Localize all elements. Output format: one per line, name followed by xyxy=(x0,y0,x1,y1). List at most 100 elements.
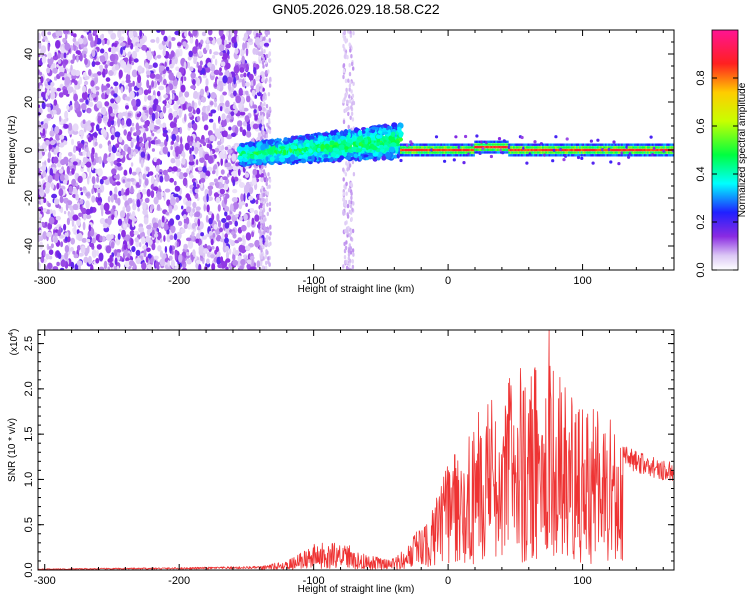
spectrogram-cell xyxy=(233,90,237,97)
spectrogram-cell xyxy=(206,258,210,265)
spectrogram-cell xyxy=(98,266,105,270)
spectrogram-cell xyxy=(269,156,275,162)
spectrogram-cell xyxy=(82,186,87,191)
spectrogram-cell xyxy=(99,64,104,73)
spectrogram-cell xyxy=(112,103,118,110)
spectrogram-cell xyxy=(244,90,249,96)
spectrogram-cell xyxy=(213,178,218,183)
spectrogram-cell xyxy=(186,168,190,175)
spectrogram-cell xyxy=(248,195,254,201)
spectrogram-cell xyxy=(71,218,75,227)
spectrogram-cell xyxy=(250,79,254,86)
spectrogram-cell xyxy=(175,158,181,167)
spectrogram-cell xyxy=(100,128,107,135)
spectrogram-cell xyxy=(268,201,272,207)
spectrogram-cell xyxy=(95,124,100,132)
spectrogram-cell xyxy=(261,164,264,170)
spectrogram-cell xyxy=(125,118,132,127)
spectrogram-cell xyxy=(376,142,380,147)
spectrogram-cell xyxy=(313,151,318,156)
spectrogram-cell xyxy=(206,143,210,148)
spectrogram-cell xyxy=(162,146,169,155)
spectrogram-cell xyxy=(146,79,150,89)
spectrogram-cell xyxy=(475,134,479,138)
spectrogram-cell xyxy=(99,217,106,225)
spectrogram-cell xyxy=(136,113,141,118)
spectrogram-cell xyxy=(304,139,310,144)
spectrogram-cell xyxy=(133,230,139,236)
spectrogram-cell xyxy=(104,179,110,186)
spectrogram-cell xyxy=(192,201,197,209)
spectrogram-cell xyxy=(101,92,106,100)
spectrogram-cell xyxy=(78,252,84,257)
spectrogram-cell xyxy=(217,263,223,269)
spectrogram-cell xyxy=(56,182,60,190)
spectrogram-cell xyxy=(262,57,265,62)
spectrogram-cell xyxy=(144,62,149,69)
spectrogram-cell xyxy=(159,65,165,71)
spectrogram-cell xyxy=(91,176,96,185)
spectrogram-cell xyxy=(89,206,94,214)
spectrogram-cell xyxy=(49,130,55,137)
spectrogram-cell xyxy=(38,40,42,50)
spectrogram-cell xyxy=(93,184,100,189)
spectrogram-cell xyxy=(151,80,155,88)
spectrogram-cell xyxy=(200,232,205,237)
spectrogram-cell xyxy=(241,55,245,65)
spectrogram-cell xyxy=(116,157,122,163)
spectrogram-cell xyxy=(260,219,263,224)
spectrogram-cell xyxy=(172,111,177,118)
spectrogram-cell xyxy=(105,68,108,75)
spectrogram-cell xyxy=(65,202,69,211)
spectrogram-cell xyxy=(169,235,174,240)
spectrogram-cell xyxy=(235,95,242,104)
spectrogram-cell xyxy=(225,100,230,108)
spectrogram-cell xyxy=(199,151,203,158)
spectrogram-cell xyxy=(139,242,142,248)
spectrogram-cell xyxy=(116,151,121,157)
spectrogram-cell xyxy=(290,154,296,161)
spectrogram-cell xyxy=(198,146,204,153)
spectrogram-cell xyxy=(136,192,141,200)
spectrogram-cell xyxy=(342,211,345,216)
spectrogram-cell xyxy=(120,47,123,55)
spectrogram-cell xyxy=(237,168,241,176)
spectrogram-cell xyxy=(344,172,348,177)
spectrogram-cell xyxy=(240,193,244,202)
spectrogram-cell xyxy=(222,176,228,181)
spectrogram-cell xyxy=(233,65,240,74)
spectrogram-cell xyxy=(333,148,340,152)
spectrogram-cell xyxy=(169,218,175,226)
spectrogram-cell xyxy=(183,172,188,178)
spectrogram-cell xyxy=(293,145,298,150)
spectrogram-cell xyxy=(243,213,248,221)
spectrogram-cell xyxy=(128,56,132,65)
spectrogram-cell xyxy=(131,171,137,176)
spectrogram-cell xyxy=(219,44,225,52)
spectrogram-cell xyxy=(144,197,150,203)
spectrogram-cell xyxy=(210,238,214,246)
spectrogram-cell xyxy=(239,67,245,73)
spectrogram-cell xyxy=(47,151,52,159)
spectrogram-cell xyxy=(96,91,100,96)
spectrogram-cell xyxy=(109,53,116,62)
spectrogram-cell xyxy=(76,229,80,235)
spectrogram-cell xyxy=(166,229,170,235)
spectrogram-cell xyxy=(342,119,346,125)
spectrogram-cell xyxy=(216,132,222,140)
spectrogram-cell xyxy=(164,223,169,232)
spectrogram-cell xyxy=(129,230,135,238)
spectrogram-cell xyxy=(80,245,86,254)
spectrogram-cell xyxy=(47,222,53,230)
spectrogram-cell xyxy=(346,260,349,265)
spectrogram-cell xyxy=(86,176,90,185)
spectrogram-cell xyxy=(140,151,146,158)
spectrogram-cell xyxy=(349,236,353,241)
spectrogram-cell xyxy=(192,207,196,213)
spectrogram-plot-area xyxy=(38,30,674,270)
spectrogram-cell xyxy=(80,191,84,196)
spectrogram-cell xyxy=(46,113,52,119)
spectrogram-cell xyxy=(186,237,192,242)
spectrogram-cell xyxy=(262,207,266,213)
